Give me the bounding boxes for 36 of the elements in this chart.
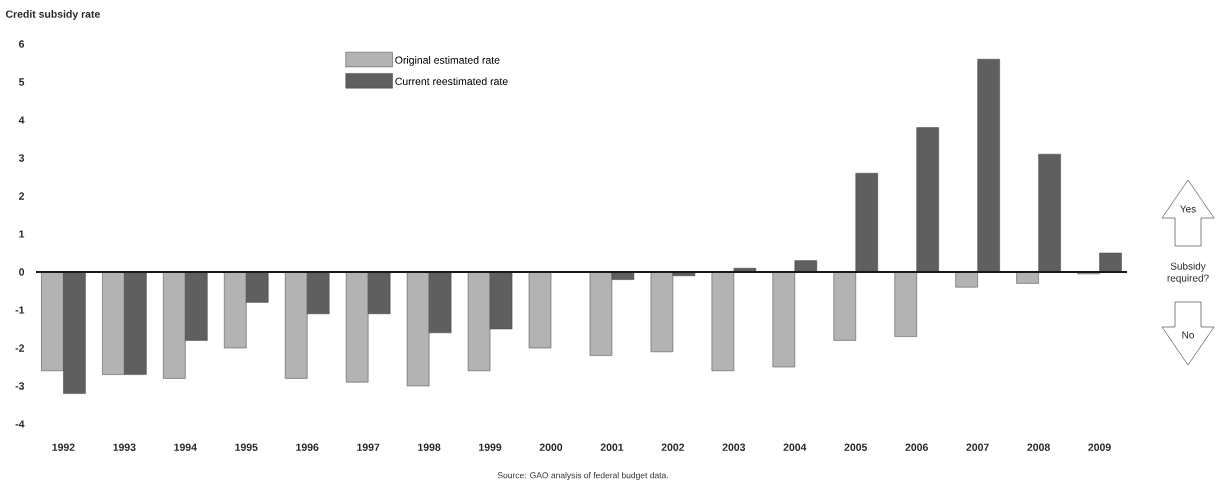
source-note: Source: GAO analysis of federal budget data.	[497, 472, 668, 480]
legend-label: Original estimated rate	[395, 56, 500, 66]
y-axis-title: Credit subsidy rate	[5, 10, 100, 20]
x-tick-label: 1997	[357, 443, 380, 451]
y-tick-label: 1	[19, 230, 25, 238]
y-tick-label: 4	[18, 116, 25, 124]
x-tick-label: 1992	[52, 443, 75, 451]
y-tick-label: 6	[19, 40, 25, 48]
x-tick-label: 2007	[966, 443, 989, 451]
y-tick-label: 3	[18, 154, 25, 162]
x-tick-label: 2004	[783, 443, 807, 451]
legend-label: Current reestimated rate	[395, 77, 508, 86]
x-tick-label: 2002	[661, 443, 685, 451]
y-tick-label: -1	[15, 306, 25, 314]
x-tick-label: 2003	[722, 443, 746, 451]
x-tick-label: 2009	[1088, 443, 1111, 451]
x-tick-label: 1996	[296, 443, 319, 451]
x-tick-label: 1993	[113, 443, 136, 451]
text: Yes	[1180, 205, 1196, 213]
y-tick-label: -3	[15, 382, 25, 390]
x-tick-label: 1995	[235, 443, 258, 451]
x-tick-label: 2001	[600, 443, 624, 451]
text: No	[1182, 331, 1194, 339]
x-tick-label: 2006	[905, 443, 928, 451]
x-tick-label: 1998	[418, 443, 441, 451]
y-tick-label: -4	[15, 420, 25, 428]
x-tick-label: 1999	[479, 443, 502, 451]
x-tick-label: 2000	[539, 443, 563, 451]
x-tick-label: 1994	[174, 443, 197, 451]
y-tick-label: 2	[19, 192, 25, 200]
x-tick-label: 2008	[1027, 443, 1050, 451]
y-tick-label: -2	[15, 344, 25, 352]
y-tick-label: 0	[19, 268, 25, 276]
x-tick-label: 2005	[844, 443, 868, 451]
y-tick-label: 5	[18, 78, 25, 86]
text: Subsidy required?	[1167, 262, 1209, 284]
